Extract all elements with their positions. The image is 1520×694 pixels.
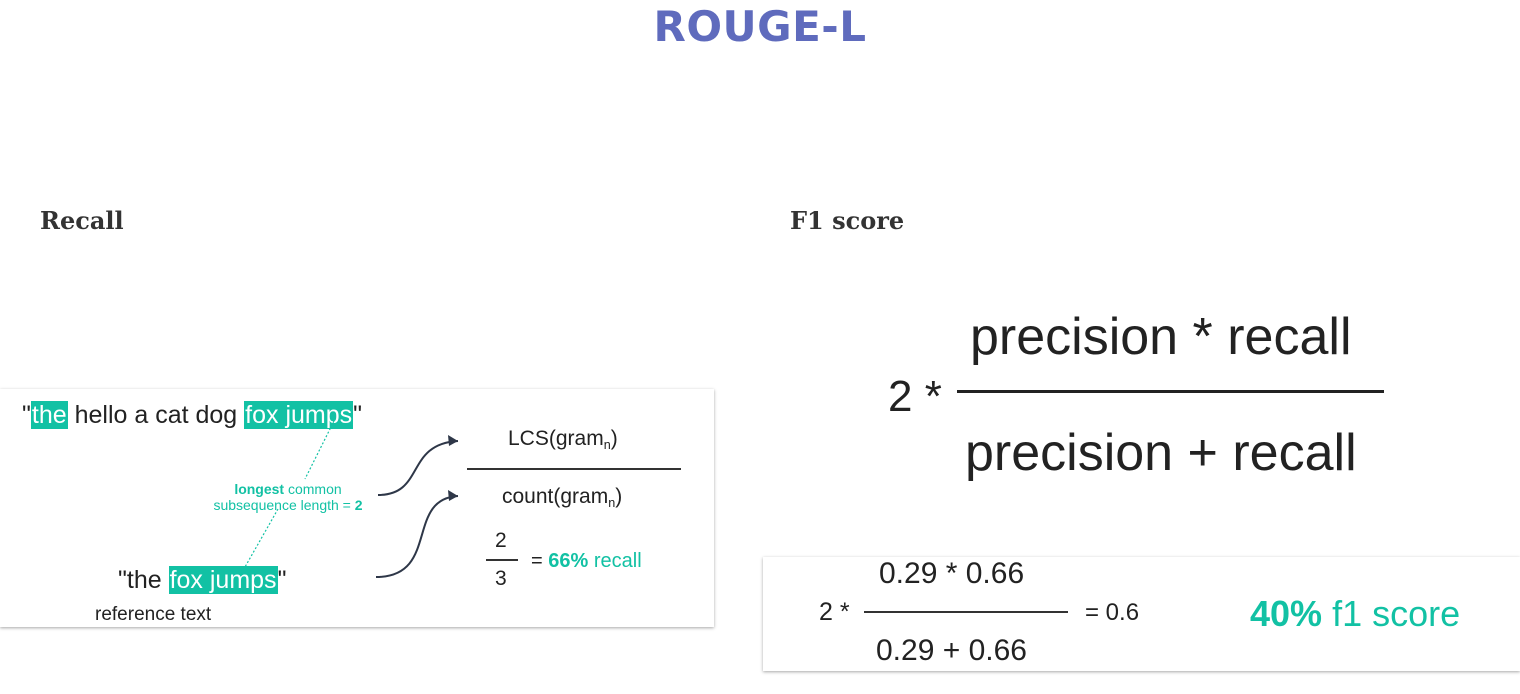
example-numerator: 0.29 * 0.66 bbox=[879, 557, 1025, 590]
recall-result-denominator: 3 bbox=[495, 567, 507, 590]
f1-prefix: 2 * bbox=[888, 372, 942, 421]
page-title: ROUGE-L bbox=[653, 2, 867, 51]
lcs-numerator: LCS(gramn) bbox=[508, 427, 618, 452]
highlight-fox-jumps: fox jumps bbox=[244, 401, 354, 429]
f1-fraction-bar bbox=[957, 390, 1384, 393]
candidate-sentence: "the hello a cat dog fox jumps" bbox=[22, 401, 363, 429]
f1-denominator: precision + recall bbox=[965, 424, 1357, 482]
lcs-annotation: longest common subsequence length = 2 bbox=[213, 481, 363, 513]
f1-score-result: 40% f1 score bbox=[1250, 593, 1461, 634]
example-prefix: 2 * bbox=[819, 598, 850, 626]
lcs-fraction-bar bbox=[467, 468, 681, 470]
example-equals: = 0.6 bbox=[1085, 599, 1140, 626]
lcs-connector-lines bbox=[244, 420, 459, 578]
highlight-ref-fox-jumps: fox jumps bbox=[168, 566, 278, 594]
f1-example: 2 * 0.29 * 0.66 0.29 + 0.66 = 0.6 40% f1… bbox=[763, 557, 1520, 671]
recall-result: = 66% recall bbox=[531, 550, 642, 572]
recall-heading: Recall bbox=[40, 206, 124, 235]
highlight-the: the bbox=[30, 401, 68, 429]
reference-label: reference text bbox=[95, 604, 212, 625]
recall-result-bar bbox=[486, 559, 518, 561]
example-denominator: 0.29 + 0.66 bbox=[876, 634, 1027, 667]
count-denominator: count(gramn) bbox=[502, 485, 623, 510]
recall-result-numerator: 2 bbox=[495, 529, 507, 552]
f1-heading: F1 score bbox=[790, 206, 905, 235]
f1-numerator: precision * recall bbox=[970, 308, 1352, 366]
recall-diagram: "the hello a cat dog fox jumps" longest … bbox=[0, 389, 714, 627]
example-fraction-bar bbox=[864, 611, 1068, 613]
reference-sentence: "the fox jumps" bbox=[118, 566, 287, 594]
